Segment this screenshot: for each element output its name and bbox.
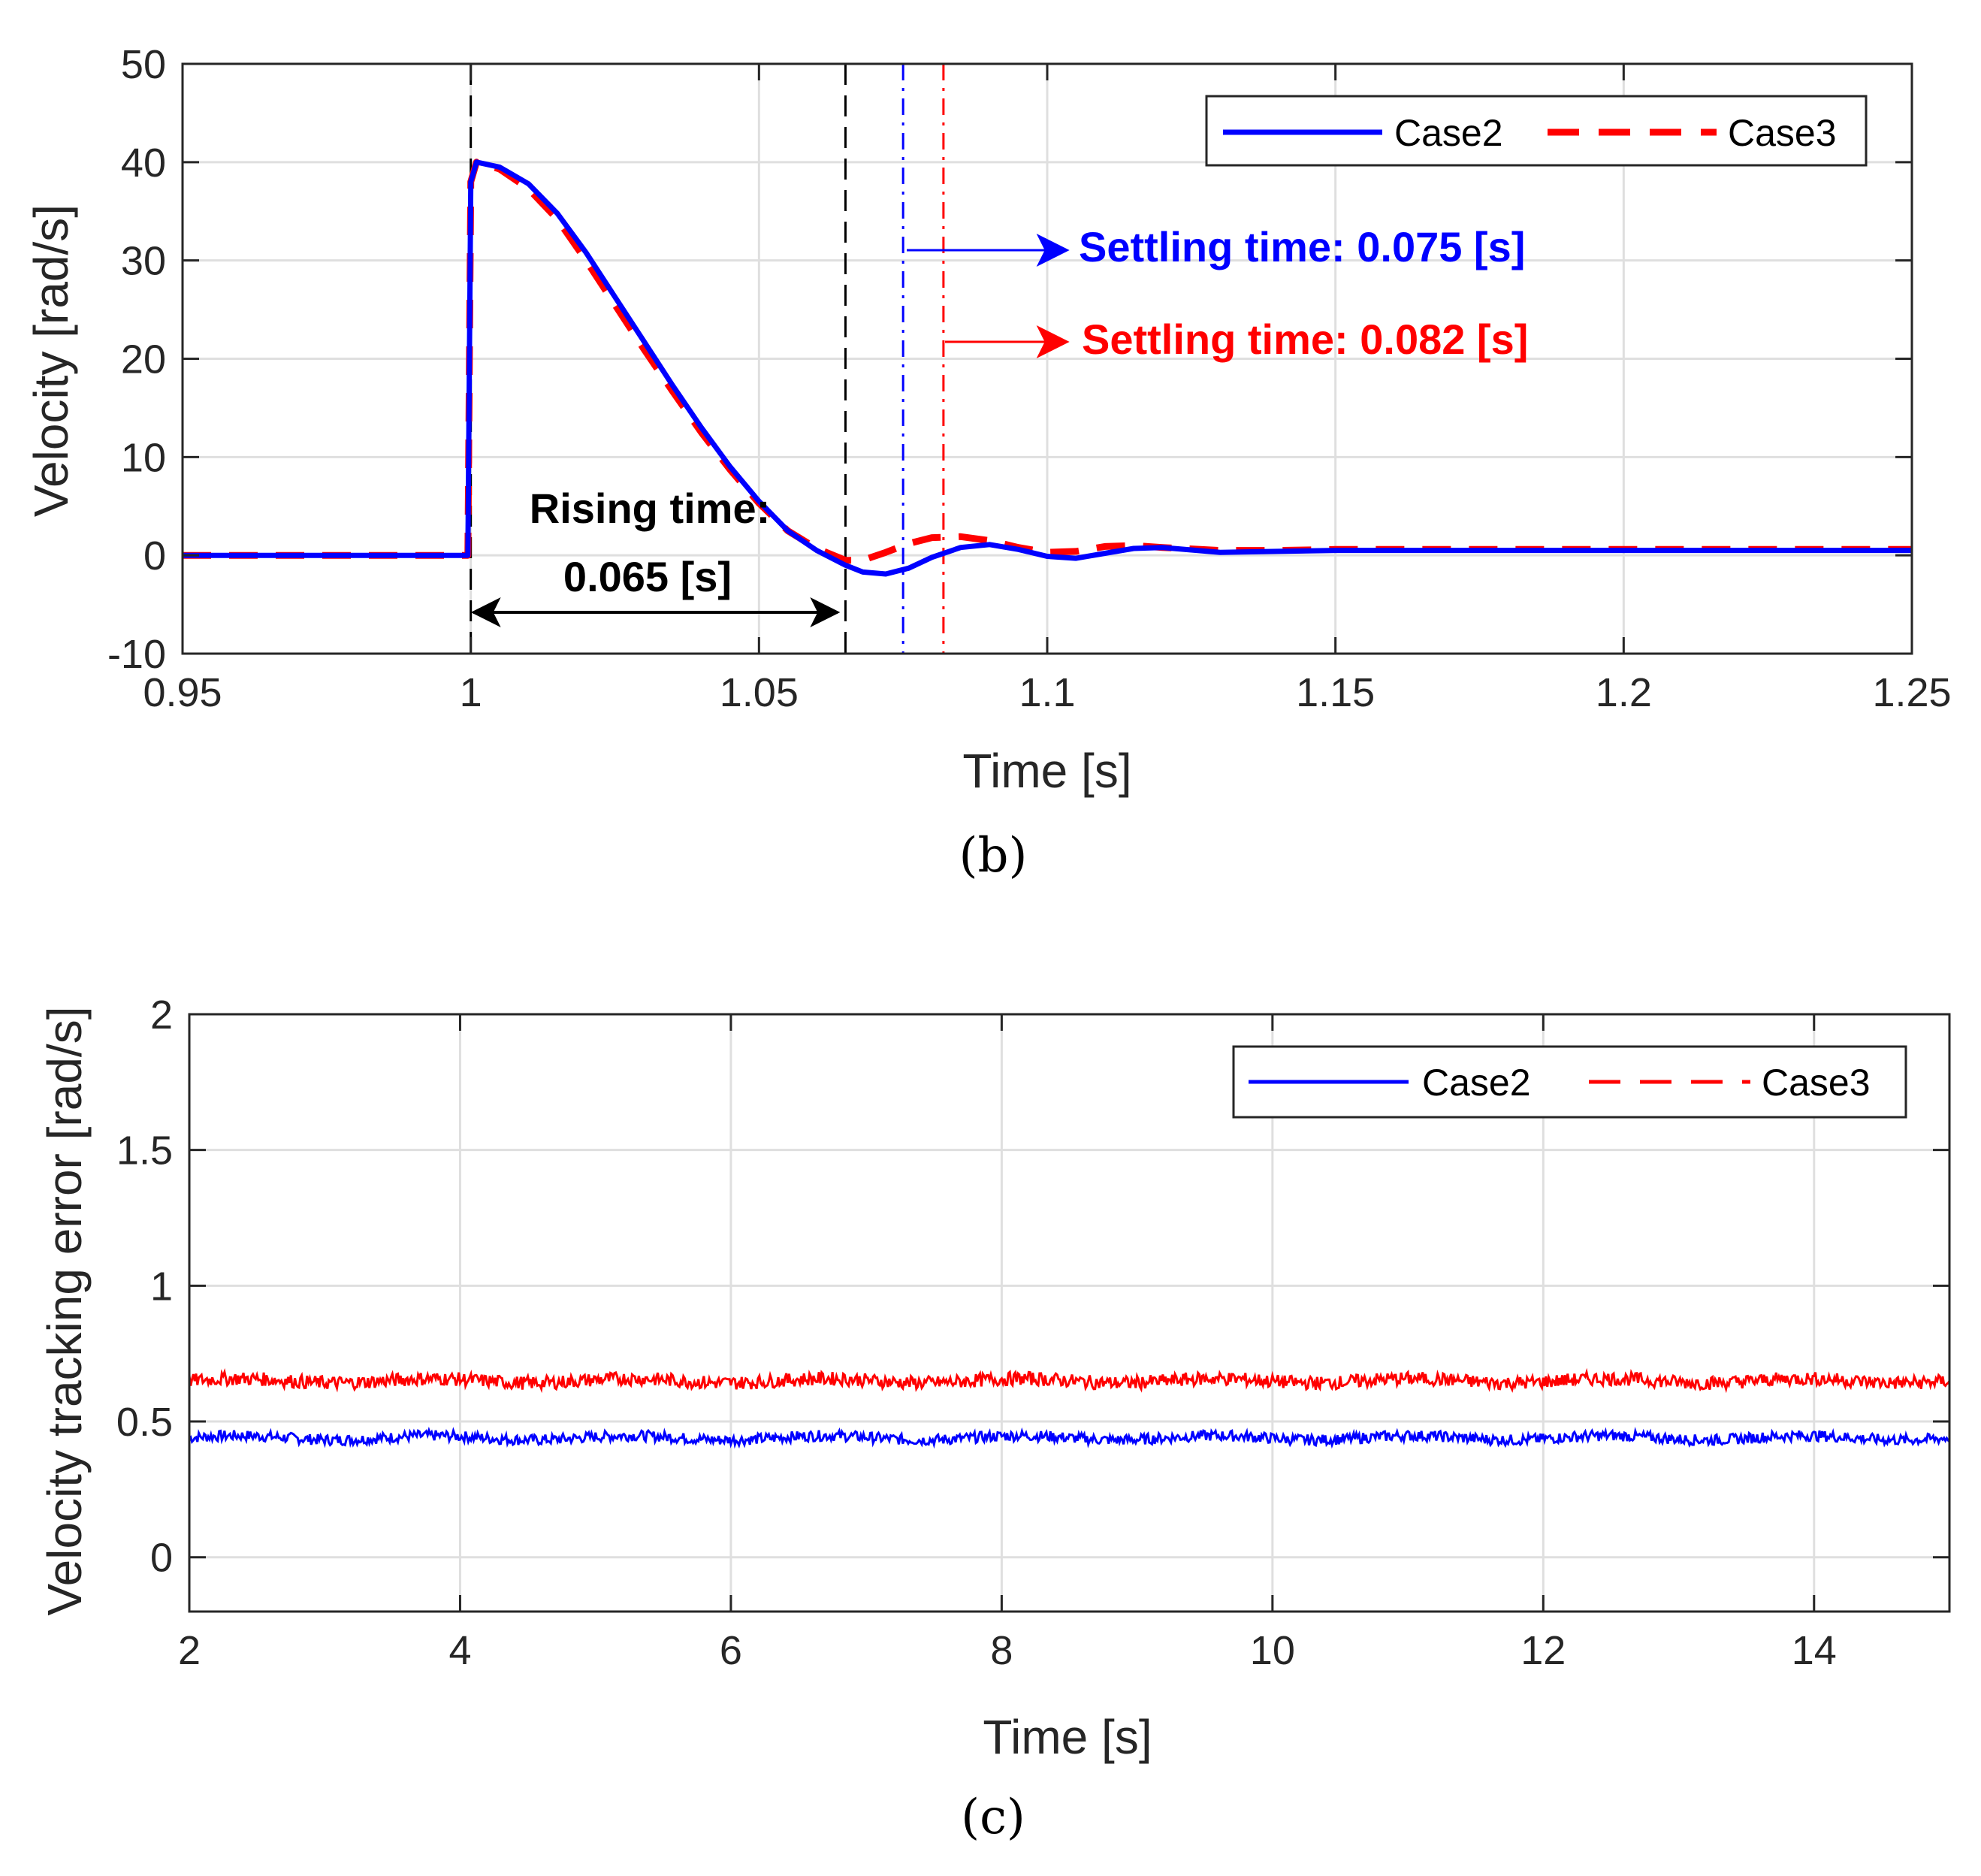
y-tick-label: -10 <box>107 632 166 677</box>
y-tick-label: 40 <box>121 140 166 186</box>
x-ticks: 2 4 6 8 10 12 14 <box>178 1014 1837 1673</box>
y-ticks: -10 0 10 20 30 40 50 <box>107 42 1912 677</box>
x-tick-label: 1.2 <box>1596 670 1652 715</box>
legend-label-case2: Case2 <box>1422 1062 1531 1104</box>
y-axis-label: Velocity [rad/s] <box>24 204 78 517</box>
y-tick-label: 10 <box>121 435 166 480</box>
x-tick-label: 1.1 <box>1019 670 1075 715</box>
x-tick-label: 1.25 <box>1872 670 1951 715</box>
series-line-case3 <box>188 1367 1951 1394</box>
y-tick-label: 2 <box>150 992 173 1038</box>
series-line-case2 <box>189 1426 1951 1449</box>
x-tick-label: 1.05 <box>720 670 799 715</box>
x-tick-label: 0.95 <box>143 670 222 715</box>
tracking-error-chart: 0 0.5 1 1.5 2 2 4 6 8 10 12 14 Time [s] Velocity t… <box>38 992 1951 1845</box>
legend-label-case3: Case3 <box>1728 112 1837 154</box>
y-axis-label: Velocity tracking error [rad/s] <box>38 1007 92 1616</box>
rising-time-label: Rising time: <box>530 485 770 532</box>
legend-label-case2: Case2 <box>1394 112 1503 154</box>
legend: Case2 Case3 <box>1205 95 1868 167</box>
series-lines <box>183 159 1912 577</box>
settling-case3-label: Settling time: 0.082 [s] <box>1082 316 1528 363</box>
x-tick-label: 8 <box>990 1628 1013 1673</box>
legend: Case2 Case3 <box>1232 1045 1907 1119</box>
y-tick-label: 0 <box>150 1536 173 1581</box>
y-tick-label: 20 <box>121 337 166 382</box>
x-axis-label: Time [s] <box>962 744 1131 798</box>
series-lines <box>188 1367 1951 1449</box>
y-tick-label: 50 <box>121 42 166 87</box>
x-tick-label: 14 <box>1792 1628 1837 1673</box>
y-ticks: 0 0.5 1 1.5 2 <box>116 992 1949 1581</box>
y-tick-label: 30 <box>121 239 166 284</box>
x-tick-label: 4 <box>448 1628 471 1673</box>
y-tick-label: 0 <box>143 533 166 579</box>
x-tick-label: 10 <box>1250 1628 1295 1673</box>
plot-frame <box>188 1013 1951 1613</box>
panel-caption-b: (b) <box>959 828 1028 884</box>
x-ticks: 0.95 1 1.05 1.1 1.15 1.2 1.25 <box>143 64 1952 715</box>
x-axis-label: Time [s] <box>983 1710 1152 1764</box>
x-tick-label: 1.15 <box>1296 670 1375 715</box>
y-tick-label: 0.5 <box>116 1400 173 1445</box>
x-tick-label: 6 <box>720 1628 742 1673</box>
x-tick-label: 2 <box>178 1628 201 1673</box>
panel-caption-c: (c) <box>961 1790 1025 1845</box>
series-line-case2 <box>183 159 1912 577</box>
x-tick-label: 12 <box>1520 1628 1566 1673</box>
settling-case2-label: Settling time: 0.075 [s] <box>1079 223 1525 270</box>
velocity-chart: -10 0 10 20 30 40 50 0.95 1 1.05 1.1 1.15 1.2 1.25 T… <box>24 42 1952 884</box>
y-tick-label: 1.5 <box>116 1128 173 1174</box>
y-tick-label: 1 <box>150 1264 173 1309</box>
rising-time-value: 0.065 [s] <box>563 553 732 600</box>
legend-label-case3: Case3 <box>1762 1062 1871 1104</box>
x-tick-label: 1 <box>460 670 482 715</box>
